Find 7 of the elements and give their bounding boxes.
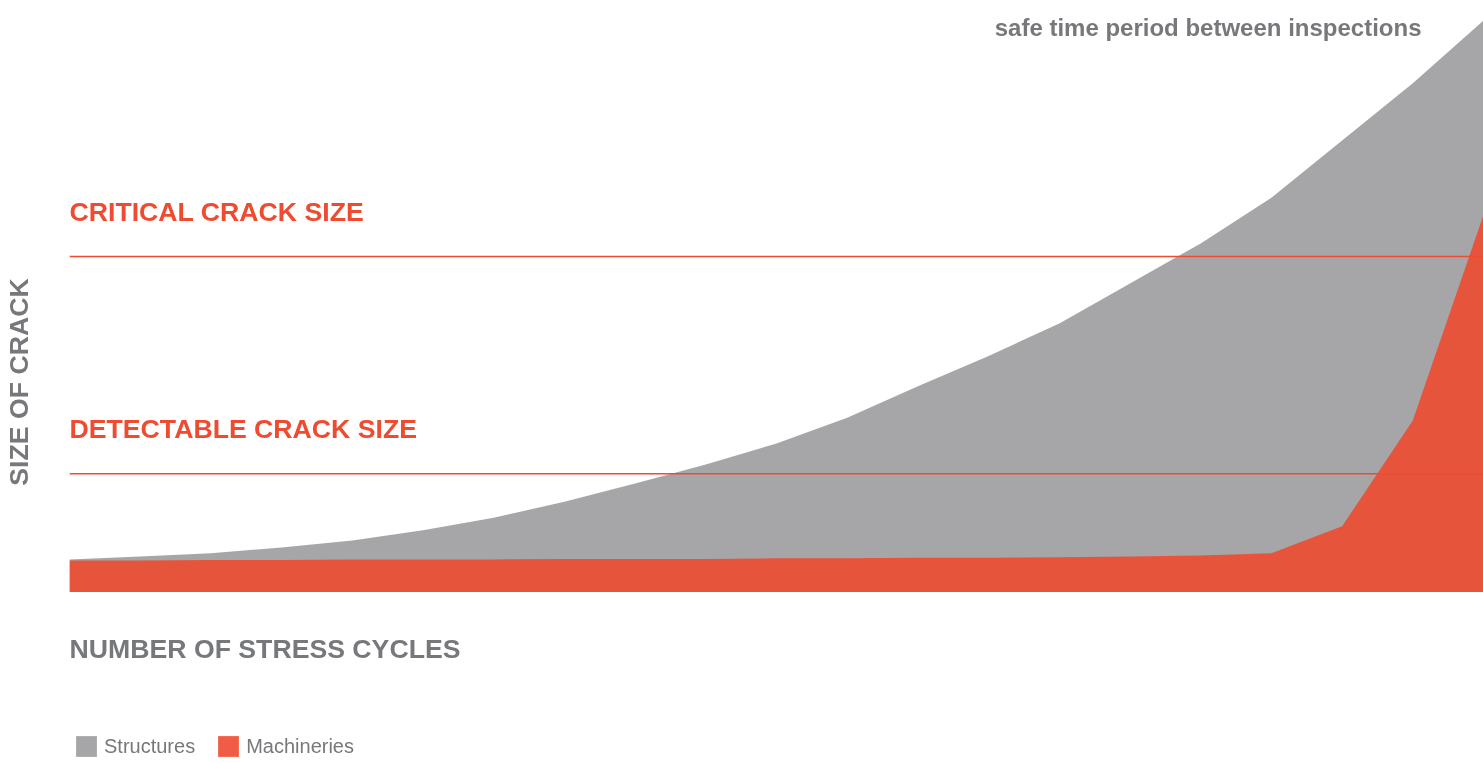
legend-label: Structures: [104, 734, 196, 758]
legend-label: Machineries: [246, 734, 354, 758]
ref-line-label: CRITICAL CRACK SIZE: [69, 196, 364, 227]
ref-line-label: DETECTABLE CRACK SIZE: [69, 413, 418, 444]
y-axis-title: SIZE OF CRACK: [3, 278, 34, 486]
x-axis-title: NUMBER OF STRESS CYCLES: [69, 634, 461, 665]
annotation: safe time period between inspections: [994, 13, 1422, 41]
